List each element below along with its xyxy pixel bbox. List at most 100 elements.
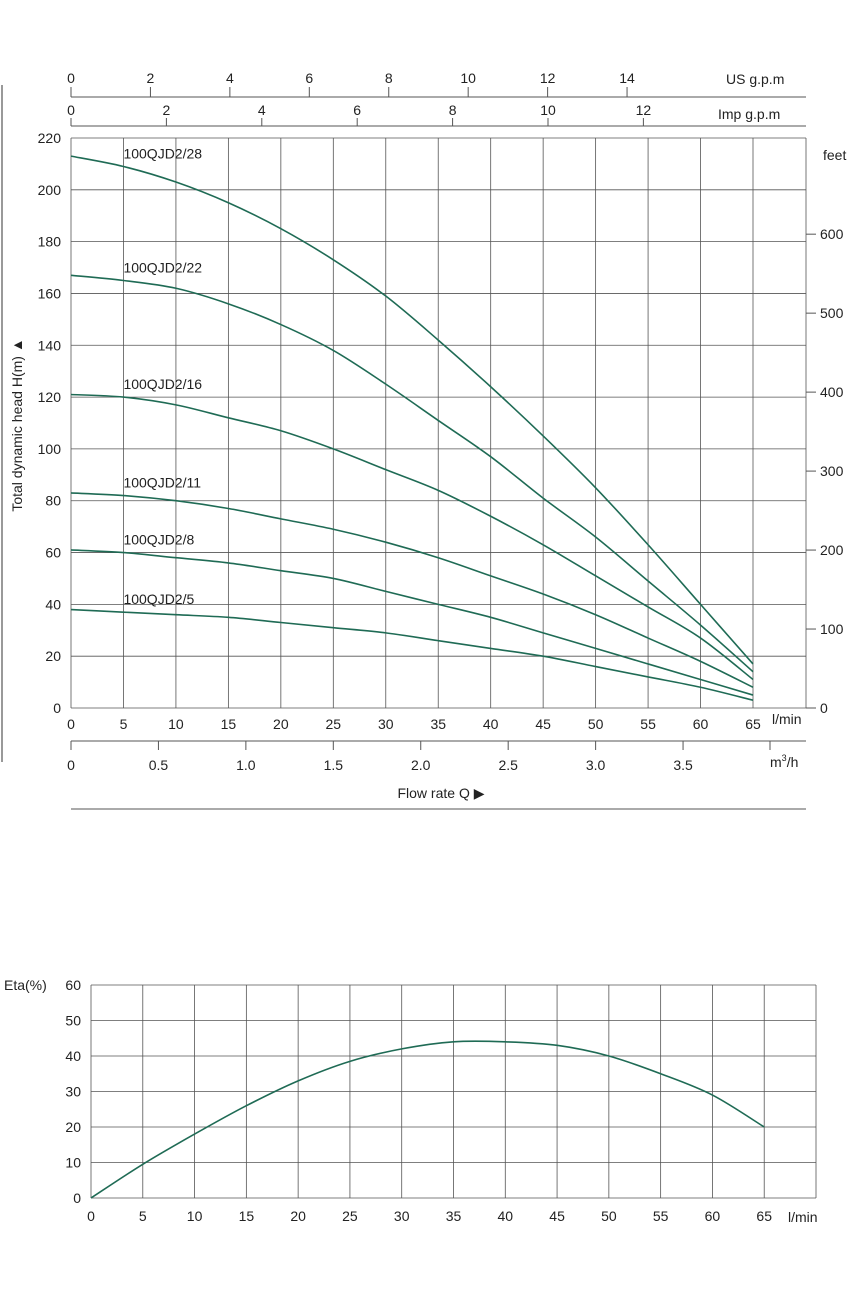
eta-x-tick-label: 20 [290,1208,306,1224]
lmin-tick-label: 45 [535,716,551,732]
lmin-tick-label: 40 [483,716,499,732]
pump-curve [70,155,754,665]
m3h-tick-label: 3.0 [586,757,606,773]
us-gpm-tick-label: 8 [385,70,393,86]
eta-x-tick-label: 65 [756,1208,772,1224]
us-gpm-unit-label: US g.p.m [726,71,784,87]
eta-x-tick-label: 35 [446,1208,462,1224]
lmin-tick-label: 0 [67,716,75,732]
feet-tick-label: 0 [820,700,828,716]
imp-gpm-tick-label: 4 [258,102,266,118]
head-axis-label: Total dynamic head H(m) ▲ [9,338,25,511]
lmin-tick-label: 50 [588,716,604,732]
head-tick-label: 180 [38,234,62,250]
head-tick-label: 200 [38,182,62,198]
us-gpm-tick-label: 14 [619,70,635,86]
eta-y-tick-label: 50 [65,1013,81,1029]
imp-gpm-tick-label: 8 [449,102,457,118]
head-tick-label: 100 [38,441,62,457]
m3h-tick-label: 0.5 [149,757,169,773]
us-gpm-tick-label: 4 [226,70,234,86]
pump-curve-label: 100QJD2/28 [123,146,202,162]
eta-x-tick-label: 0 [87,1208,95,1224]
feet-tick-label: 200 [820,542,844,558]
lmin-tick-label: 15 [221,716,237,732]
us-gpm-tick-label: 10 [460,70,476,86]
eta-x-tick-label: 5 [139,1208,147,1224]
lmin-tick-label: 20 [273,716,289,732]
us-gpm-tick-label: 6 [305,70,313,86]
lmin-unit-label: l/min [772,711,802,727]
feet-tick-label: 100 [820,621,844,637]
pump-curve [70,608,754,702]
imp-gpm-unit-label: Imp g.p.m [718,106,780,122]
efficiency-axis-label: Eta(%) [4,977,47,993]
head-chart-series: 100QJD2/28 100QJD2/22 100QJD2/16 100QJD2/11… [70,146,754,702]
eta-x-tick-label: 25 [342,1208,358,1224]
m3h-unit-label: m3/h [770,753,798,770]
eta-x-tick-label: 15 [239,1208,255,1224]
m3h-tick-label: 2.0 [411,757,431,773]
imp-gpm-tick-label: 2 [162,102,170,118]
m3h-tick-label: 2.5 [498,757,518,773]
eta-y-tick-label: 20 [65,1119,81,1135]
lmin-tick-label: 55 [640,716,656,732]
feet-tick-label: 300 [820,463,844,479]
head-flow-chart: 0 5 10 15 20 25 30 35 40 45 50 55 60 6502040608010012… [1,70,846,810]
efficiency-lmin-unit-label: l/min [788,1209,818,1225]
eta-x-tick-label: 30 [394,1208,410,1224]
eta-x-tick-label: 50 [601,1208,617,1224]
head-tick-label: 40 [45,596,61,612]
lmin-tick-label: 60 [693,716,709,732]
imp-gpm-tick-label: 0 [67,102,75,118]
lmin-tick-label: 5 [120,716,128,732]
imp-gpm-tick-label: 10 [540,102,556,118]
lmin-tick-label: 10 [168,716,184,732]
pump-curve-label: 100QJD2/16 [123,376,202,392]
eta-y-tick-label: 30 [65,1084,81,1100]
head-tick-label: 220 [38,130,62,146]
us-gpm-tick-label: 12 [540,70,556,86]
pump-curve [70,393,754,681]
pump-curve-label: 100QJD2/11 [123,475,201,491]
head-tick-label: 80 [45,493,61,509]
head-tick-label: 140 [38,337,62,353]
efficiency-chart-series [90,1040,765,1199]
us-gpm-tick-label: 2 [147,70,155,86]
pump-curve [70,274,754,673]
head-chart-ticks: 0 5 10 15 20 25 30 35 40 45 50 55 60 6502040608010012… [38,70,844,773]
feet-tick-label: 500 [820,305,844,321]
head-tick-label: 160 [38,285,62,301]
m3h-tick-label: 3.5 [673,757,693,773]
eta-x-tick-label: 40 [497,1208,513,1224]
efficiency-chart-grid [90,984,817,1199]
head-tick-label: 120 [38,389,62,405]
m3h-tick-label: 1.5 [324,757,344,773]
head-chart-axes [1,85,816,810]
efficiency-chart-ticks: 0 5 10 15 20 25 30 35 40 45 50 55 60 65 0 10 20 30 40 50 60 [65,977,772,1224]
head-tick-label: 0 [53,700,61,716]
eta-y-tick-label: 0 [73,1190,81,1206]
efficiency-chart: 0 5 10 15 20 25 30 35 40 45 50 55 60 650102030405060 … [4,977,818,1225]
us-gpm-tick-label: 0 [67,70,75,86]
feet-unit-label: feet [823,147,846,163]
head-tick-label: 60 [45,545,61,561]
m3h-tick-label: 1.0 [236,757,256,773]
pump-curve [70,549,754,696]
eta-y-tick-label: 40 [65,1048,81,1064]
lmin-tick-label: 30 [378,716,394,732]
lmin-tick-label: 35 [430,716,446,732]
lmin-tick-label: 25 [326,716,342,732]
lmin-tick-label: 65 [745,716,761,732]
eta-y-tick-label: 10 [65,1155,81,1171]
feet-tick-label: 600 [820,226,844,242]
eta-y-tick-label: 60 [65,977,81,993]
flow-rate-axis-label: Flow rate Q ▶ [397,785,484,801]
eta-x-tick-label: 55 [653,1208,669,1224]
eta-x-tick-label: 10 [187,1208,203,1224]
pump-curve-label: 100QJD2/22 [123,260,202,276]
imp-gpm-tick-label: 12 [636,102,652,118]
m3h-tick-label: 0 [67,757,75,773]
imp-gpm-tick-label: 6 [353,102,361,118]
